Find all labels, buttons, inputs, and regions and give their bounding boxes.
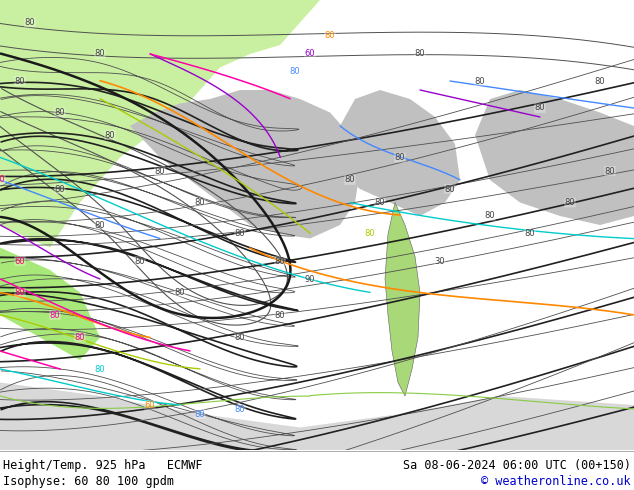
Text: 80: 80 bbox=[94, 220, 105, 229]
Text: 80: 80 bbox=[105, 130, 115, 140]
Text: Height/Temp. 925 hPa   ECMWF: Height/Temp. 925 hPa ECMWF bbox=[3, 459, 202, 472]
Text: 80: 80 bbox=[325, 31, 335, 41]
Text: 80: 80 bbox=[525, 229, 535, 239]
Text: 80: 80 bbox=[49, 311, 60, 319]
Polygon shape bbox=[0, 383, 634, 450]
Text: 80: 80 bbox=[75, 333, 86, 342]
Text: 80: 80 bbox=[15, 288, 25, 297]
Polygon shape bbox=[385, 202, 420, 396]
Text: 80: 80 bbox=[275, 256, 285, 266]
Text: 60: 60 bbox=[145, 400, 155, 410]
Text: 80: 80 bbox=[134, 256, 145, 266]
Text: 80: 80 bbox=[235, 229, 245, 239]
Text: 80: 80 bbox=[175, 288, 185, 297]
Text: Sa 08-06-2024 06:00 UTC (00+150): Sa 08-06-2024 06:00 UTC (00+150) bbox=[403, 459, 631, 472]
Text: 60: 60 bbox=[0, 175, 5, 185]
Text: 80: 80 bbox=[94, 49, 105, 58]
Text: 60: 60 bbox=[15, 256, 25, 266]
Text: 80: 80 bbox=[415, 49, 425, 58]
Text: 80: 80 bbox=[55, 185, 65, 194]
Text: 80: 80 bbox=[235, 333, 245, 342]
Polygon shape bbox=[475, 90, 634, 225]
Text: 80: 80 bbox=[55, 108, 65, 117]
Text: 80: 80 bbox=[605, 167, 616, 175]
Text: 80: 80 bbox=[195, 410, 205, 418]
Polygon shape bbox=[0, 0, 320, 247]
Text: 80: 80 bbox=[290, 68, 301, 76]
Text: 80: 80 bbox=[484, 212, 495, 220]
Text: 80: 80 bbox=[395, 153, 405, 162]
Text: 80: 80 bbox=[565, 198, 575, 207]
Text: 80: 80 bbox=[275, 311, 285, 319]
Text: 80: 80 bbox=[475, 76, 485, 85]
Text: 80: 80 bbox=[534, 103, 545, 113]
Polygon shape bbox=[0, 247, 100, 360]
Polygon shape bbox=[340, 90, 460, 216]
Text: 80: 80 bbox=[595, 76, 605, 85]
Text: 80: 80 bbox=[155, 167, 165, 175]
Text: 80: 80 bbox=[195, 198, 205, 207]
Text: Isophyse: 60 80 100 gpdm: Isophyse: 60 80 100 gpdm bbox=[3, 475, 174, 488]
Text: 80: 80 bbox=[235, 405, 245, 414]
Polygon shape bbox=[130, 90, 360, 239]
Text: 30: 30 bbox=[435, 256, 445, 266]
Text: 80: 80 bbox=[444, 185, 455, 194]
Text: 80: 80 bbox=[345, 175, 355, 185]
Text: 60: 60 bbox=[305, 49, 315, 58]
Text: 80: 80 bbox=[375, 198, 385, 207]
Text: 80: 80 bbox=[94, 365, 105, 373]
Text: 80: 80 bbox=[25, 18, 36, 27]
Text: 90: 90 bbox=[305, 274, 315, 284]
Text: © weatheronline.co.uk: © weatheronline.co.uk bbox=[481, 475, 631, 488]
Text: 80: 80 bbox=[365, 229, 375, 239]
Text: 80: 80 bbox=[15, 76, 25, 85]
